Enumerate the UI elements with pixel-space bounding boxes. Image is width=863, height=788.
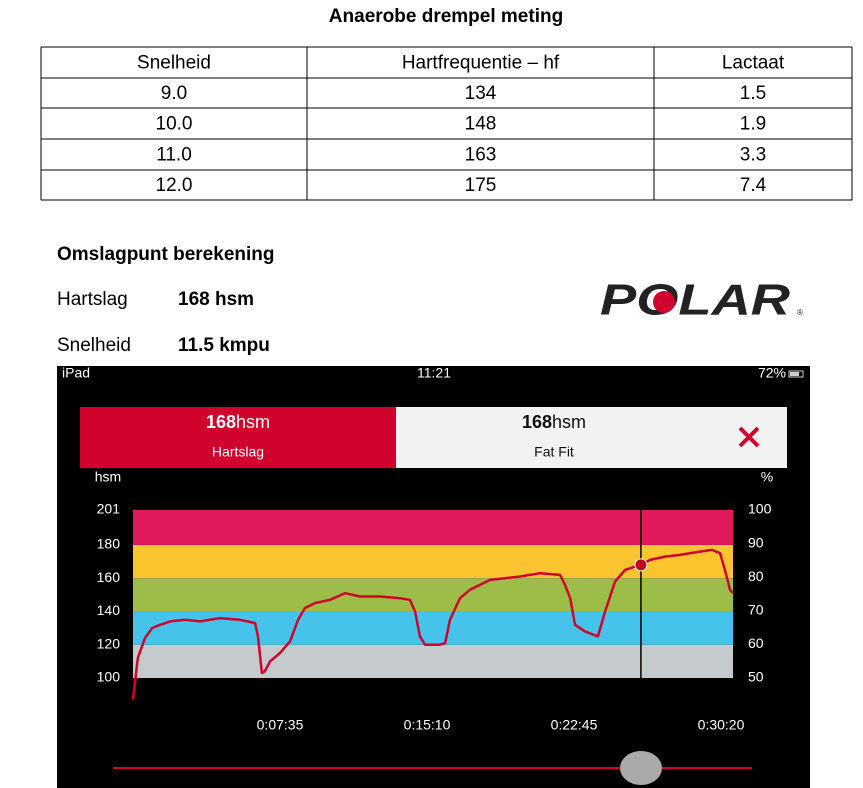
table-header: Snelheid <box>137 53 211 74</box>
panel-unit: hsm <box>236 412 270 432</box>
table-cell: 9.0 <box>161 83 187 104</box>
panel-label: Fat Fit <box>534 444 574 460</box>
table-cell: 163 <box>465 145 497 166</box>
panel-fatfit <box>396 407 787 468</box>
battery-icon <box>788 370 804 378</box>
table: Snelheid Hartfrequentie – hf Lactaat 9.0 134… <box>40 46 853 201</box>
y-tick-label: 140 <box>97 602 121 618</box>
x-tick-label: 0:22:45 <box>551 717 598 733</box>
status-device: iPad <box>62 365 90 381</box>
table-cell: 7.4 <box>740 175 767 196</box>
y2-tick-label: 70 <box>748 602 764 618</box>
zone-band <box>133 644 733 678</box>
zone-band <box>133 544 733 579</box>
y-tick-label: 201 <box>97 501 121 517</box>
battery-level <box>790 372 799 376</box>
zone-band <box>133 611 733 645</box>
y2-axis-label: % <box>761 469 773 485</box>
table-cell: 1.9 <box>740 114 766 135</box>
y-axis-label: hsm <box>95 469 121 485</box>
table-header: Lactaat <box>722 53 785 74</box>
y2-tick-label: 80 <box>748 568 764 584</box>
panel-value: 168hsm <box>522 412 586 432</box>
chart: hsm % 100 120 140 160 180 201 50 60 70 80 90 100 0:07:… <box>95 469 773 733</box>
status-battery: 72% <box>758 365 786 381</box>
calc-label: Hartslag <box>57 289 128 310</box>
table-cell: 134 <box>465 83 497 104</box>
y-tick-label: 120 <box>97 635 121 651</box>
logo: POLAR <box>600 276 790 325</box>
cursor-marker <box>634 558 648 572</box>
calc-heading: Omslagpunt berekening <box>57 244 274 265</box>
panel-heartrate <box>80 407 396 468</box>
y-tick-label: 160 <box>97 569 121 585</box>
zone-band <box>133 510 733 545</box>
logo-registered: ® <box>797 308 803 317</box>
doc-title: Anaerobe drempel meting <box>329 6 563 27</box>
logo-dot <box>653 291 675 313</box>
calc-value: 11.5 kmpu <box>178 335 270 356</box>
x-tick-label: 0:07:35 <box>257 717 304 733</box>
y-tick-label: 180 <box>97 536 121 552</box>
y-tick-label: 100 <box>97 669 121 685</box>
panel-label: Hartslag <box>212 444 264 460</box>
panel-number: 168 <box>206 412 236 432</box>
x-tick-label: 0:30:20 <box>698 717 745 733</box>
y2-tick-label: 50 <box>748 669 764 685</box>
status-time: 11:21 <box>417 365 451 381</box>
panel-unit: hsm <box>552 412 586 432</box>
zone-band <box>133 578 733 612</box>
panel-value: 168hsm <box>206 412 270 432</box>
table-cell: 148 <box>465 114 497 135</box>
y2-tick-label: 60 <box>748 635 764 651</box>
table-cell: 11.0 <box>156 145 192 166</box>
table-cell: 175 <box>465 175 497 196</box>
y2-tick-label: 90 <box>748 534 764 550</box>
table-header: Hartfrequentie – hf <box>402 53 560 74</box>
calc-label: Snelheid <box>57 335 131 356</box>
close-button[interactable] <box>738 426 760 448</box>
screenshot: iPad 11:21 72% 168hsm Hartslag 168hsm Fa… <box>57 365 810 788</box>
y2-tick-label: 100 <box>748 501 772 517</box>
x-tick-label: 0:15:10 <box>404 717 451 733</box>
table-cell: 1.5 <box>740 83 766 104</box>
slider-handle[interactable] <box>620 751 662 785</box>
calc-value: 168 hsm <box>178 289 254 310</box>
table-cell: 12.0 <box>156 175 193 196</box>
table-cell: 3.3 <box>740 145 766 166</box>
table-cell: 10.0 <box>156 114 193 135</box>
panel-number: 168 <box>522 412 552 432</box>
